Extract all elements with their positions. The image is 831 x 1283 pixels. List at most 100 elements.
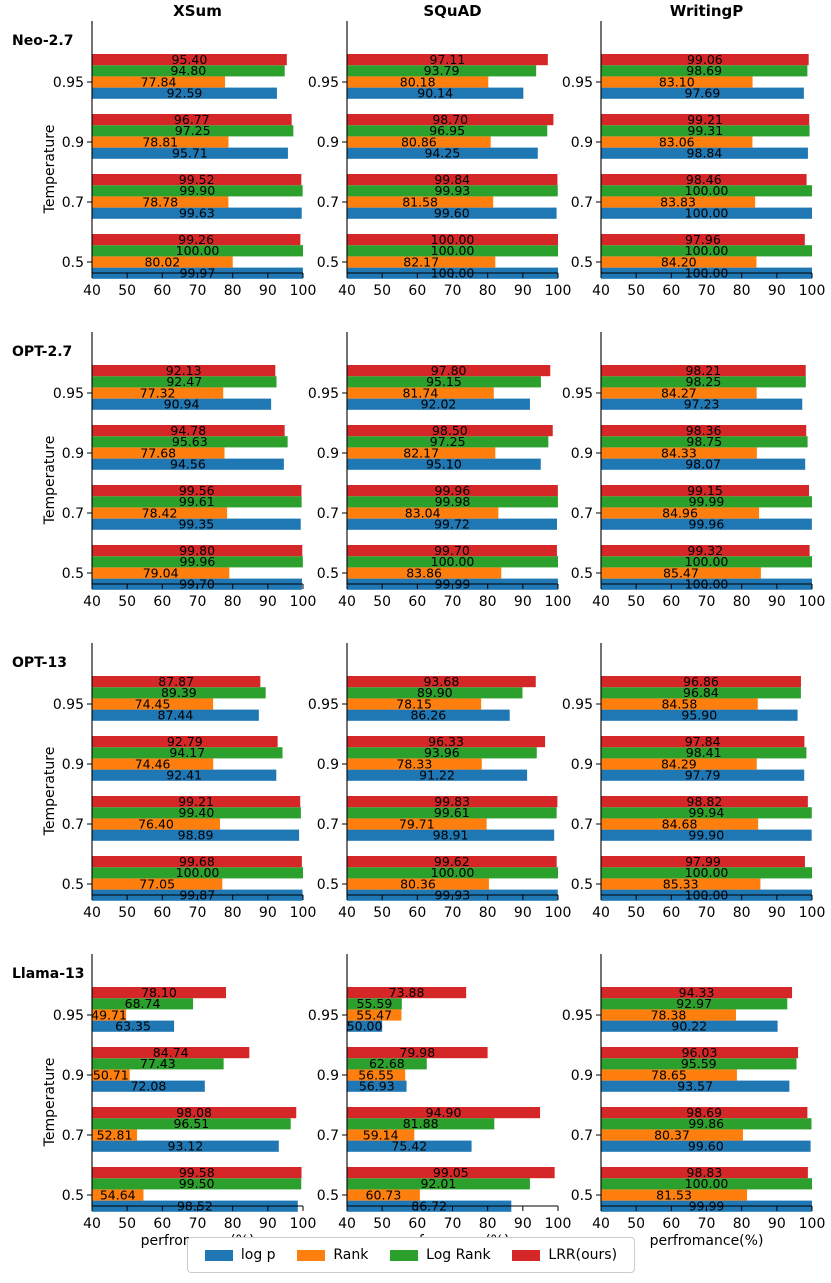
x-tick-label: 90 [259,1216,277,1232]
bar-value-label: 99.15 [687,483,723,498]
bar-value-label: 99.96 [180,554,216,569]
bar-logrank [347,807,557,819]
y-tick-label: 0.9 [62,446,84,462]
bar-value-label: 99.21 [178,794,214,809]
bar-rank [92,256,233,268]
y-tick-label: 0.95 [308,697,339,713]
bar-lrr [347,1047,488,1059]
bar-value-label: 99.90 [179,183,215,198]
bar-value-label: 99.31 [687,123,723,138]
y-tick-label: 0.9 [571,757,593,773]
bar-lrr [92,114,292,126]
bar-lrr [601,234,805,246]
bar-logrank [601,998,788,1010]
x-tick-label: 50 [118,283,136,299]
bar-value-label: 84.96 [662,505,698,520]
legend-item-rank: Rank [297,1247,368,1263]
bar-value-label: 80.36 [400,876,436,891]
bar-logrank [601,496,812,508]
bar-value-label: 100.00 [685,206,729,221]
bar-logrank [92,687,266,699]
bar-value-label: 77.84 [141,74,177,89]
bar-value-label: 99.96 [435,483,471,498]
bar-value-label: 99.56 [179,483,215,498]
bar-lrr [601,54,809,66]
column-title: XSum [173,2,222,20]
x-tick-label: 90 [768,905,786,921]
bar-value-label: 84.74 [153,1045,189,1060]
x-tick-label: 50 [373,594,391,610]
bar-value-label: 78.15 [396,696,432,711]
y-tick-label: 0.95 [562,1008,593,1024]
bar-value-label: 99.60 [434,206,470,221]
legend-item-logp: log p [204,1247,276,1263]
x-tick-label: 60 [662,594,680,610]
y-axis-title: Temperature [42,1058,58,1148]
x-tick-label: 70 [444,594,462,610]
y-tick-label: 0.7 [571,195,593,211]
x-tick-label: 70 [189,283,207,299]
bar-logrank [347,245,558,257]
bar-value-label: 85.47 [663,565,699,580]
bar-lrr [347,676,536,688]
bar-logp [601,518,812,530]
bar-logp [347,458,541,470]
x-tick-label: 60 [153,905,171,921]
bar-value-label: 78.65 [651,1067,687,1082]
bar-logrank [601,245,812,257]
bar-logrank [347,185,558,197]
bar-value-label: 84.27 [661,385,697,400]
bar-lrr [347,987,467,999]
bar-value-label: 99.40 [179,805,215,820]
bar-value-label: 99.63 [179,206,215,221]
bar-logp [347,518,558,530]
bar-value-label: 99.32 [687,543,723,558]
x-tick-label: 70 [698,905,716,921]
legend: log p Rank Log Rank LRR(ours) [187,1237,635,1273]
bar-logp [92,207,302,219]
x-tick-label: 90 [514,905,532,921]
y-tick-label: 0.9 [62,757,84,773]
bar-rank [92,878,223,890]
y-tick-label: 0.9 [317,446,339,462]
x-tick-label: 70 [698,283,716,299]
x-tick-label: 80 [733,1216,751,1232]
bar-value-label: 84.58 [661,696,697,711]
bar-lrr [601,1167,808,1179]
bar-lrr [601,987,793,999]
bar-lrr [92,1167,302,1179]
bar-lrr [601,796,808,808]
bar-lrr [347,234,558,246]
bar-rank [601,387,757,399]
y-tick-label: 0.5 [571,1188,593,1204]
bar-lrr [347,114,554,126]
legend-label-rank: Rank [333,1247,369,1263]
x-tick-label: 100 [799,905,826,921]
x-tick-label: 100 [545,1216,572,1232]
bar-value-label: 92.59 [167,86,203,101]
x-tick-label: 100 [799,1216,826,1232]
x-tick-label: 40 [338,594,356,610]
bar-logrank [92,998,194,1010]
bar-logrank [92,867,303,879]
bar-value-label: 76.40 [138,816,174,831]
y-tick-label: 0.9 [62,135,84,151]
bar-value-label: 78.81 [142,134,178,149]
bar-rank [92,567,230,579]
bar-value-label: 94.17 [169,745,205,760]
bar-value-label: 98.84 [687,146,723,161]
bar-value-label: 100.00 [685,183,729,198]
bar-value-label: 79.71 [399,816,435,831]
bar-value-label: 99.68 [179,854,215,869]
bar-value-label: 99.61 [179,494,215,509]
bar-value-label: 100.00 [176,865,220,880]
bar-logp [601,207,812,219]
x-tick-label: 100 [545,283,572,299]
bar-value-label: 98.89 [178,828,214,843]
bar-logp [347,1140,472,1152]
bar-value-label: 100.00 [431,554,475,569]
bar-rank [601,818,759,830]
bar-value-label: 78.10 [141,985,177,1000]
bar-value-label: 99.26 [178,232,214,247]
bar-logrank [92,1058,224,1070]
